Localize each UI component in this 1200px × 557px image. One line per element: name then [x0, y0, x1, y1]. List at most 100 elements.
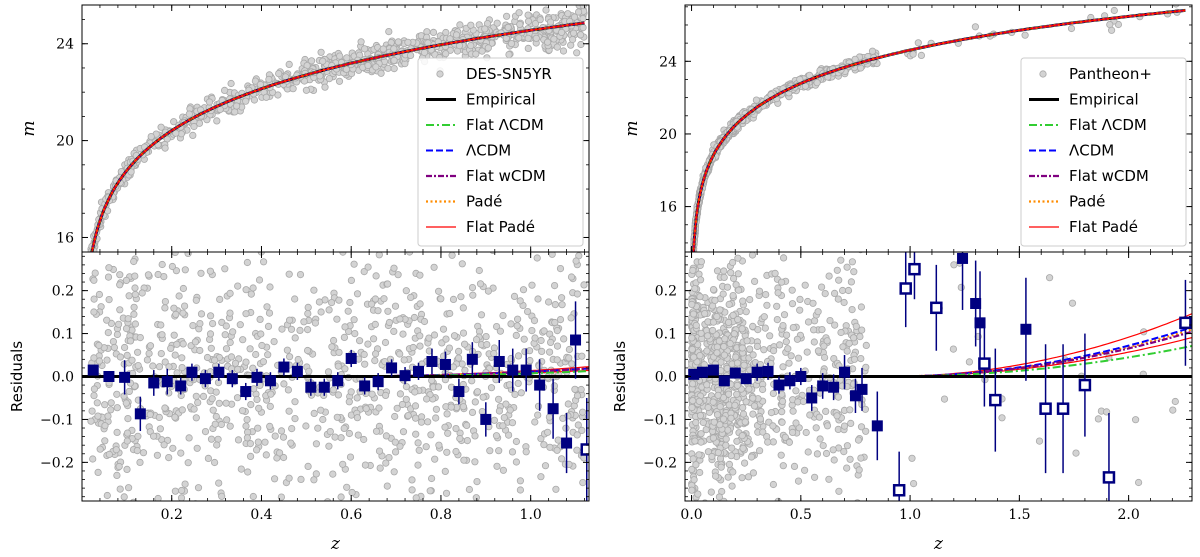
data-point — [542, 6, 550, 14]
residual-point — [105, 264, 113, 272]
residual-point — [399, 330, 407, 338]
residual-point — [724, 473, 732, 481]
residual-point — [329, 336, 338, 345]
residual-point — [178, 363, 186, 372]
data-point — [250, 96, 258, 104]
residual-point — [192, 414, 200, 422]
binned-marker — [718, 375, 730, 387]
residual-point — [348, 488, 356, 497]
residual-point — [465, 485, 473, 494]
residual-point — [221, 265, 229, 273]
residual-point — [91, 269, 99, 277]
binned-marker — [930, 301, 943, 315]
residual-point — [688, 300, 696, 308]
residual-point — [714, 448, 722, 457]
residual-point — [773, 315, 781, 324]
residual-point — [862, 427, 870, 435]
residual-point — [483, 340, 491, 349]
residual-point — [194, 484, 203, 492]
residual-point — [814, 347, 823, 355]
residual-point — [472, 494, 480, 501]
data-point — [161, 144, 169, 152]
residual-point — [184, 459, 192, 467]
residual-point — [391, 438, 399, 446]
residual-point — [371, 350, 380, 358]
residual-point — [780, 311, 789, 319]
residual-point — [546, 338, 555, 346]
data-point — [394, 38, 402, 46]
residual-point — [128, 356, 136, 364]
residual-point — [738, 432, 746, 440]
residual-point — [843, 263, 851, 271]
residual-point — [393, 404, 401, 412]
residual-point — [346, 298, 354, 307]
residual-point — [416, 342, 424, 350]
residual-point — [511, 390, 519, 399]
residual-point — [706, 502, 712, 508]
residual-point — [341, 323, 349, 331]
residual-point — [304, 309, 312, 318]
residual-point — [349, 245, 355, 251]
data-point — [285, 60, 293, 69]
residual-point — [568, 360, 576, 368]
residual-point — [131, 290, 139, 299]
residual-point — [197, 310, 206, 318]
residual-point — [215, 479, 223, 487]
binned-marker — [399, 370, 411, 382]
binned-marker — [103, 371, 115, 382]
residual-point — [112, 446, 120, 454]
residual-point — [376, 464, 384, 472]
legend: Pantheon+ Empirical Flat ΛCDM ΛCDM Flat wCDM… — [1020, 57, 1187, 247]
residual-point — [492, 322, 501, 331]
residual-point — [239, 336, 247, 344]
residual-point — [493, 462, 501, 470]
residual-point — [353, 414, 361, 422]
residual-point — [510, 502, 516, 508]
data-point — [813, 79, 821, 87]
residual-point — [704, 403, 712, 412]
residual-point — [350, 316, 358, 324]
residual-point — [530, 316, 539, 325]
residual-point — [367, 300, 376, 308]
residual-point — [449, 363, 457, 371]
residual-point — [171, 487, 179, 495]
data-point — [213, 117, 221, 125]
residual-point — [331, 433, 339, 441]
legend-label: Padé — [466, 193, 502, 211]
residual-point — [206, 502, 212, 508]
residual-point — [788, 428, 797, 436]
residual-point — [830, 289, 839, 297]
data-point — [909, 50, 917, 58]
residual-point — [522, 448, 530, 456]
residual-point — [104, 273, 113, 281]
residual-point — [689, 310, 698, 318]
residual-point — [460, 456, 468, 464]
residual-point — [90, 295, 98, 303]
residual-point — [277, 427, 286, 435]
residual-point — [788, 286, 796, 294]
residual-point — [454, 354, 463, 362]
residual-point — [471, 458, 479, 466]
data-point — [515, 34, 523, 42]
residual-point — [516, 477, 525, 485]
residual-point — [439, 325, 448, 333]
residual-point — [310, 286, 318, 294]
data-point — [559, 47, 568, 55]
data-point — [536, 16, 544, 24]
residual-point — [334, 362, 342, 370]
residual-point — [383, 245, 389, 251]
residual-point — [709, 398, 717, 406]
data-point — [256, 80, 264, 89]
residual-point — [732, 502, 738, 508]
residual-point — [110, 343, 119, 352]
residual-point — [244, 468, 252, 476]
residual-point — [280, 380, 288, 388]
residual-point — [855, 466, 863, 474]
residual-point — [573, 446, 581, 454]
residual-point — [100, 502, 106, 508]
residual-point — [572, 257, 580, 265]
residual-point — [123, 351, 131, 359]
binned-marker — [970, 298, 982, 310]
residual-point — [495, 447, 503, 455]
residual-point — [822, 449, 831, 458]
